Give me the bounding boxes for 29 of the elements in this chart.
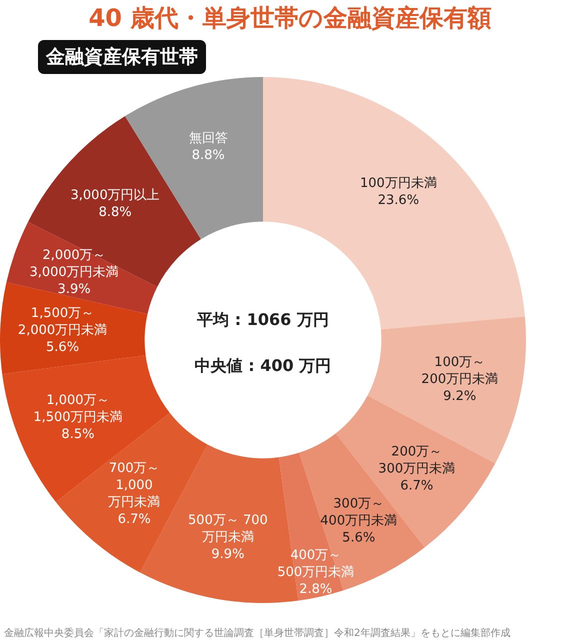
data-label: 2.8% <box>299 582 332 598</box>
slice-label: 1,500万～ 2,000万円未満 <box>18 306 108 338</box>
chart-subtitle: 金融資産保有世帯 <box>38 40 206 74</box>
slice-label: 300万～ 400万円未満 <box>320 496 398 528</box>
data-label: 9.9% <box>211 546 244 562</box>
data-label: 23.6% <box>378 192 420 208</box>
slice-label: 500万～ 700 万円未満 <box>188 512 268 545</box>
slice-label: 200万～ 300万円未満 <box>378 444 456 476</box>
slice-label: 100万円未満 <box>360 176 437 191</box>
data-label: 8.8% <box>192 148 225 163</box>
chart-title: 40 歳代・単身世帯の金融資産保有額 <box>88 3 492 34</box>
data-label: 8.5% <box>61 426 94 442</box>
data-label: 6.7% <box>400 478 434 494</box>
data-label: 9.2% <box>443 389 476 404</box>
slice-label: 2,000万～ 3,000万円未満 <box>29 248 119 280</box>
data-label: 5.6% <box>46 340 80 356</box>
slice-label: 100万～ 200万円未満 <box>421 355 498 388</box>
data-label: 6.7% <box>118 512 151 527</box>
text: 金融広報中央委員会「家計の金融行動に関する世論調査［単身世帯調査］令和2年調査結果」をもとに編集部作成 <box>4 626 510 640</box>
slice-label: 3,000万円以上 <box>70 188 160 204</box>
slice-label: 700万～ 1,000 万円未満 <box>108 460 160 510</box>
data-label: 3.9% <box>58 282 91 297</box>
data-label: 5.6% <box>342 530 376 546</box>
text: 中央値 : 400 万円 <box>194 356 332 377</box>
slice-label: 400万～ 500万円未満 <box>277 548 354 580</box>
slice-label: 無回答 <box>188 130 228 146</box>
slice-label: 1,000万～ 1,500万円未満 <box>33 392 123 425</box>
text: 平均 : 1066 万円 <box>196 310 330 331</box>
data-label: 8.8% <box>98 205 132 220</box>
